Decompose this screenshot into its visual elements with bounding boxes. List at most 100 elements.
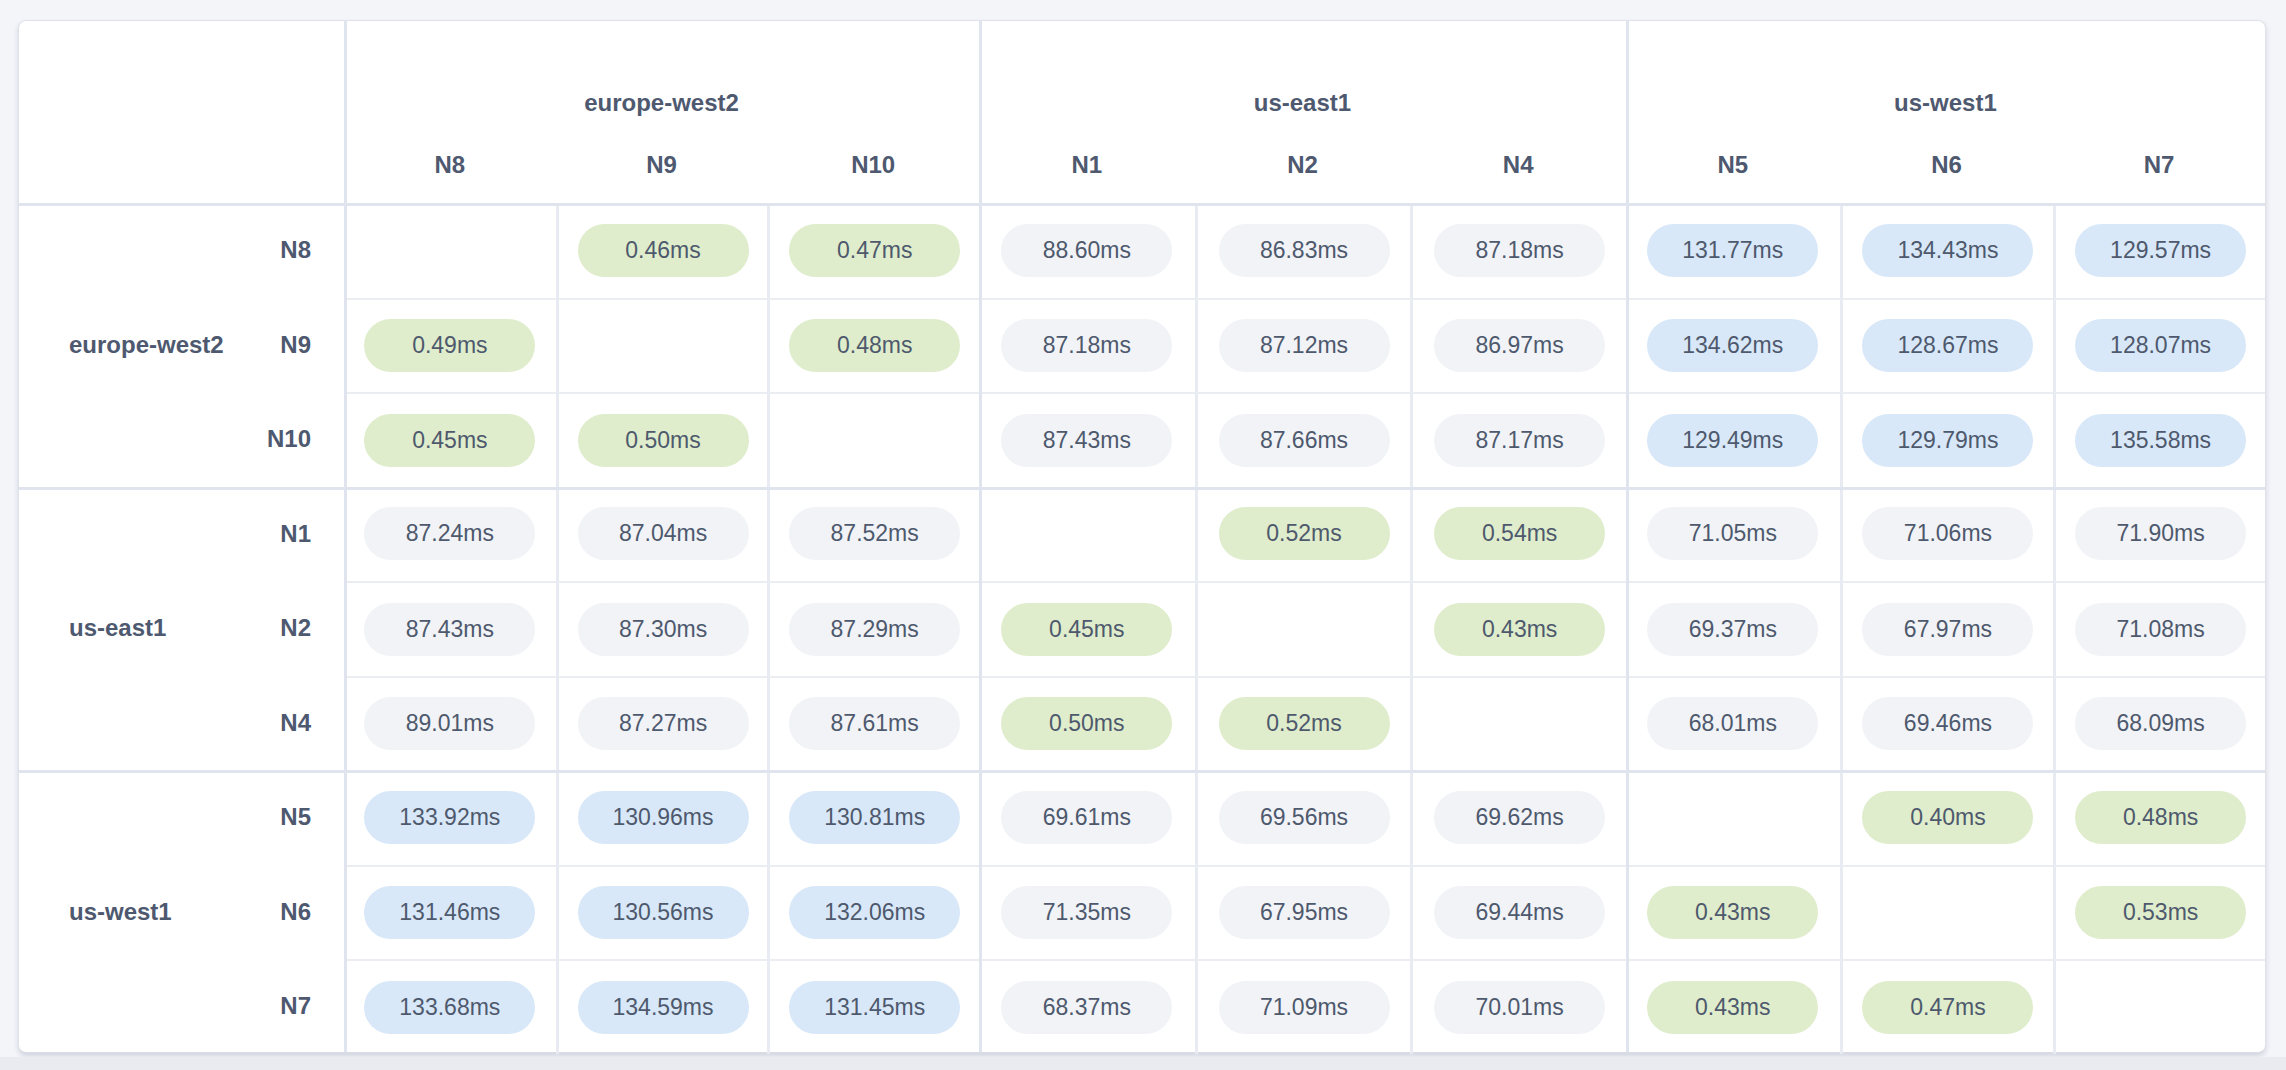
latency-pill[interactable]: 87.66ms — [1219, 414, 1390, 467]
latency-pill[interactable]: 0.47ms — [789, 224, 960, 277]
latency-pill[interactable]: 87.43ms — [364, 603, 535, 656]
latency-pill[interactable]: 130.81ms — [789, 791, 960, 844]
column-group-divider — [979, 21, 982, 1052]
latency-pill[interactable]: 69.37ms — [1647, 603, 1818, 656]
latency-cell: 0.43ms — [1626, 959, 1840, 1054]
latency-pill[interactable]: 87.12ms — [1219, 319, 1390, 372]
latency-pill[interactable]: 87.61ms — [789, 697, 960, 750]
latency-pill[interactable]: 71.08ms — [2075, 603, 2246, 656]
latency-pill[interactable]: 130.96ms — [578, 791, 749, 844]
latency-pill[interactable]: 87.29ms — [789, 603, 960, 656]
latency-pill[interactable]: 71.35ms — [1001, 886, 1172, 939]
latency-pill[interactable]: 133.68ms — [364, 981, 535, 1034]
latency-pill[interactable]: 87.24ms — [364, 507, 535, 560]
row-node-label[interactable]: N5 — [19, 770, 344, 865]
latency-pill[interactable]: 87.04ms — [578, 507, 749, 560]
row-node-label[interactable]: N2 — [19, 581, 344, 676]
column-node-label[interactable]: N10 — [851, 151, 895, 179]
latency-pill[interactable]: 69.56ms — [1219, 791, 1390, 844]
latency-pill[interactable]: 86.83ms — [1219, 224, 1390, 277]
latency-pill[interactable]: 0.52ms — [1219, 507, 1390, 560]
column-node-label[interactable]: N1 — [1071, 151, 1102, 179]
latency-pill[interactable]: 130.56ms — [578, 886, 749, 939]
latency-pill[interactable]: 67.97ms — [1862, 603, 2033, 656]
latency-pill[interactable]: 88.60ms — [1001, 224, 1172, 277]
latency-pill[interactable]: 0.53ms — [2075, 886, 2246, 939]
latency-pill[interactable]: 71.90ms — [2075, 507, 2246, 560]
latency-pill[interactable]: 129.79ms — [1862, 414, 2033, 467]
latency-pill[interactable]: 134.43ms — [1862, 224, 2033, 277]
latency-cell: 0.40ms — [1840, 770, 2054, 865]
latency-pill[interactable]: 133.92ms — [364, 791, 535, 844]
latency-pill[interactable]: 0.54ms — [1434, 507, 1605, 560]
latency-pill[interactable]: 0.50ms — [578, 414, 749, 467]
latency-pill[interactable]: 68.01ms — [1647, 697, 1818, 750]
latency-pill[interactable]: 71.06ms — [1862, 507, 2033, 560]
latency-pill[interactable]: 70.01ms — [1434, 981, 1605, 1034]
latency-pill[interactable]: 68.09ms — [2075, 697, 2246, 750]
latency-pill[interactable]: 0.43ms — [1647, 886, 1818, 939]
row-node-label[interactable]: N6 — [19, 865, 344, 960]
latency-pill[interactable]: 0.43ms — [1434, 603, 1605, 656]
latency-pill[interactable]: 0.40ms — [1862, 791, 2033, 844]
latency-pill[interactable]: 128.67ms — [1862, 319, 2033, 372]
row-node-label[interactable]: N8 — [19, 203, 344, 298]
latency-pill[interactable]: 87.18ms — [1001, 319, 1172, 372]
latency-pill[interactable]: 131.45ms — [789, 981, 960, 1034]
latency-pill[interactable]: 0.48ms — [789, 319, 960, 372]
latency-cell: 67.95ms — [1195, 865, 1411, 960]
latency-pill[interactable]: 69.62ms — [1434, 791, 1605, 844]
latency-pill[interactable]: 87.30ms — [578, 603, 749, 656]
latency-pill[interactable]: 0.43ms — [1647, 981, 1818, 1034]
latency-pill[interactable]: 87.17ms — [1434, 414, 1605, 467]
latency-pill[interactable]: 0.45ms — [1001, 603, 1172, 656]
column-node-label[interactable]: N2 — [1287, 151, 1318, 179]
latency-pill[interactable]: 129.57ms — [2075, 224, 2246, 277]
column-node-label[interactable]: N8 — [435, 151, 466, 179]
latency-pill[interactable]: 69.46ms — [1862, 697, 2033, 750]
row-node-labels: N8N9N10 — [19, 203, 344, 487]
latency-pill[interactable]: 87.27ms — [578, 697, 749, 750]
latency-pill[interactable]: 86.97ms — [1434, 319, 1605, 372]
row-node-label[interactable]: N4 — [19, 676, 344, 771]
latency-pill[interactable]: 134.59ms — [578, 981, 749, 1034]
latency-pill[interactable]: 135.58ms — [2075, 414, 2246, 467]
row-node-label[interactable]: N1 — [19, 487, 344, 582]
latency-pill[interactable]: 131.77ms — [1647, 224, 1818, 277]
latency-pill[interactable]: 134.62ms — [1647, 319, 1818, 372]
page-footer-strip — [0, 1057, 2286, 1070]
latency-pill[interactable]: 131.46ms — [364, 886, 535, 939]
latency-pill[interactable]: 0.46ms — [578, 224, 749, 277]
latency-pill[interactable]: 0.45ms — [364, 414, 535, 467]
latency-cell: 70.01ms — [1410, 959, 1626, 1054]
latency-cell: 87.18ms — [979, 298, 1195, 393]
column-node-label[interactable]: N6 — [1931, 151, 1962, 179]
latency-pill[interactable]: 0.52ms — [1219, 697, 1390, 750]
latency-pill[interactable]: 0.47ms — [1862, 981, 2033, 1034]
column-node-label[interactable]: N4 — [1503, 151, 1534, 179]
latency-pill[interactable]: 71.09ms — [1219, 981, 1390, 1034]
latency-pill[interactable]: 89.01ms — [364, 697, 535, 750]
latency-pill[interactable]: 71.05ms — [1647, 507, 1818, 560]
column-node-label[interactable]: N9 — [646, 151, 677, 179]
row-node-label[interactable]: N10 — [19, 392, 344, 487]
latency-pill[interactable]: 132.06ms — [789, 886, 960, 939]
latency-pill[interactable]: 0.49ms — [364, 319, 535, 372]
latency-pill[interactable]: 87.52ms — [789, 507, 960, 560]
latency-pill[interactable]: 0.48ms — [2075, 791, 2246, 844]
latency-pill[interactable]: 68.37ms — [1001, 981, 1172, 1034]
column-node-label[interactable]: N7 — [2144, 151, 2175, 179]
latency-pill[interactable]: 87.43ms — [1001, 414, 1172, 467]
latency-pill[interactable]: 67.95ms — [1219, 886, 1390, 939]
latency-cell: 69.56ms — [1195, 770, 1411, 865]
row-node-label[interactable]: N9 — [19, 298, 344, 393]
latency-pill[interactable]: 0.50ms — [1001, 697, 1172, 750]
column-node-label[interactable]: N5 — [1717, 151, 1748, 179]
latency-pill[interactable]: 128.07ms — [2075, 319, 2246, 372]
latency-cell — [556, 298, 768, 393]
latency-pill[interactable]: 69.61ms — [1001, 791, 1172, 844]
latency-pill[interactable]: 69.44ms — [1434, 886, 1605, 939]
latency-pill[interactable]: 129.49ms — [1647, 414, 1818, 467]
latency-pill[interactable]: 87.18ms — [1434, 224, 1605, 277]
row-node-label[interactable]: N7 — [19, 959, 344, 1054]
